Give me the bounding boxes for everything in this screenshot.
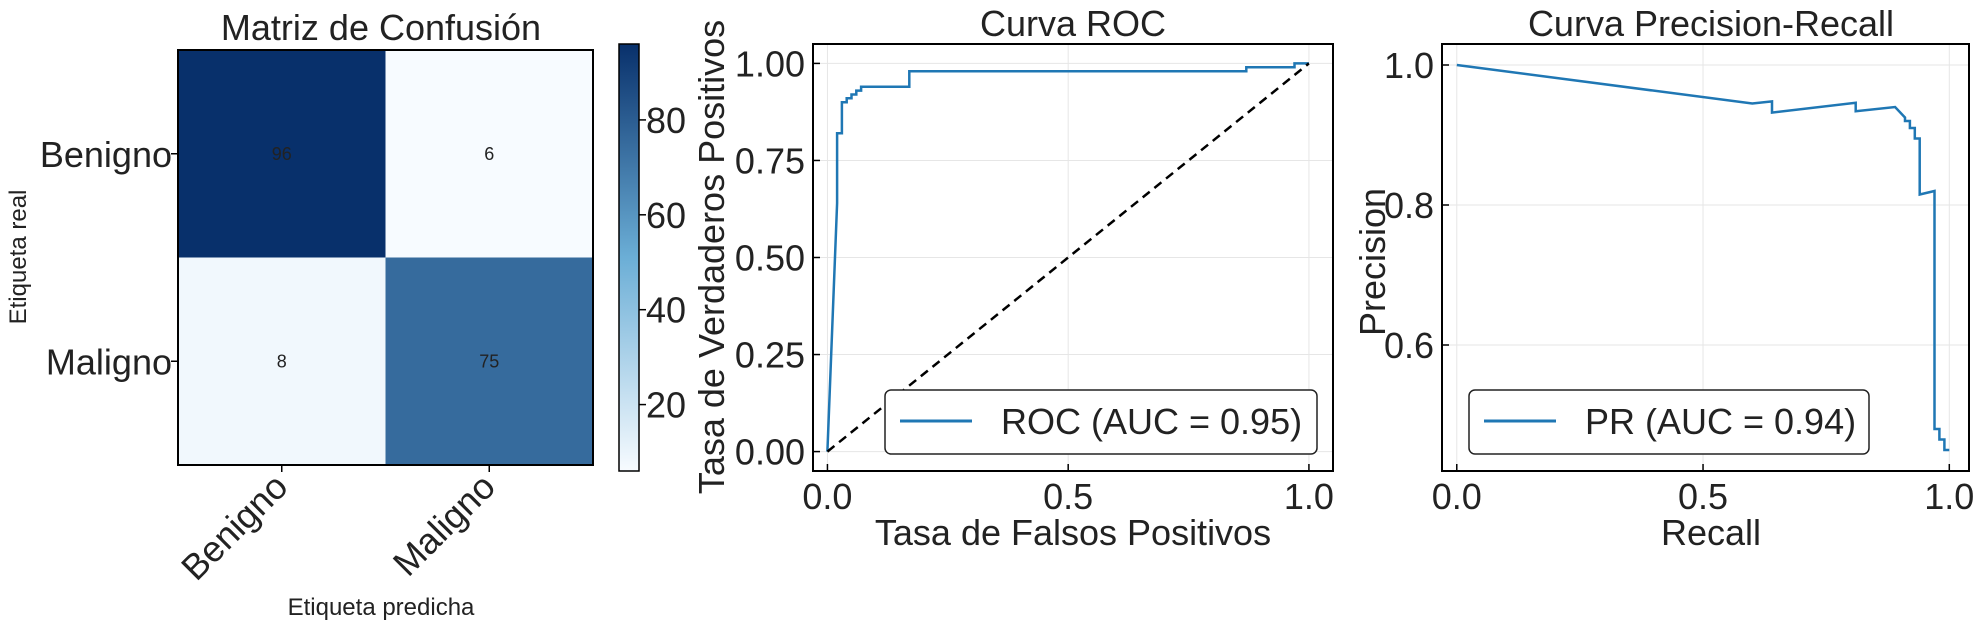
confusion-cell	[178, 257, 386, 465]
roc-ytick-label: 0.00	[735, 432, 805, 473]
roc-title: Curva ROC	[980, 3, 1166, 44]
confusion-xtick-label: Maligno	[385, 466, 503, 584]
roc-panel: Curva ROC 0.0 0.5 1.00.000.250.500.751.00 …	[691, 3, 1334, 553]
confusion-matrix-frame	[177, 49, 594, 466]
pr-legend-box	[1468, 389, 1870, 455]
confusion-cell-value: 8	[277, 351, 287, 371]
roc-series-line	[826, 62, 1309, 452]
roc-xtick-label: 0.0	[802, 476, 852, 517]
pr-xlabel: Recall	[1661, 512, 1761, 553]
pr-legend: PR (AUC = 0.94)	[1468, 389, 1870, 455]
roc-legend-label: ROC (AUC = 0.95)	[1001, 401, 1302, 442]
confusion-ytick-label: Benigno	[40, 134, 172, 175]
roc-xtick-label: 1.0	[1284, 476, 1334, 517]
pr-ytick-label: 1.0	[1384, 45, 1434, 86]
confusion-matrix-title: Matriz de Confusión	[221, 7, 541, 48]
pr-title: Curva Precision-Recall	[1528, 3, 1894, 44]
pr-xtick-label: 1.0	[1924, 476, 1974, 517]
pr-xtick-label: 0.5	[1678, 476, 1728, 517]
roc-legend: ROC (AUC = 0.95)	[884, 389, 1318, 455]
roc-ylabel: Tasa de Verdaderos Positivos	[691, 20, 732, 494]
confusion-matrix-ylabel: Etiqueta real	[5, 190, 32, 325]
pr-xtick-label: 0.0	[1432, 476, 1482, 517]
roc-legend-box	[884, 389, 1318, 455]
roc-ytick-label: 0.50	[735, 238, 805, 279]
confusion-cell	[178, 50, 386, 258]
confusion-xtick-label: Benigno	[173, 466, 295, 588]
roc-diagonal-line	[826, 62, 1310, 453]
pr-legend-label: PR (AUC = 0.94)	[1585, 401, 1856, 442]
roc-xlabel: Tasa de Falsos Positivos	[875, 512, 1271, 553]
confusion-matrix-xlabel: Etiqueta predicha	[288, 594, 475, 621]
pr-series-line	[1456, 63, 1950, 452]
roc-ytick-label: 1.00	[735, 43, 805, 84]
colorbar-tick-label: 60	[646, 195, 686, 236]
pr-frame	[1441, 43, 1970, 472]
confusion-ytick-label: Maligno	[46, 341, 172, 382]
confusion-cell-value: 6	[484, 144, 494, 164]
confusion-cell-value: 96	[272, 144, 292, 164]
roc-ytick-label: 0.25	[735, 335, 805, 376]
pr-ytick-label: 0.8	[1384, 185, 1434, 226]
confusion-matrix-panel: Matriz de Confusión 96 6 8 75 Benigno Malign…	[5, 7, 686, 621]
colorbar-tick-label: 40	[646, 290, 686, 331]
roc-xtick-label: 0.5	[1043, 476, 1093, 517]
confusion-cell	[385, 50, 593, 258]
colorbar-tick-label: 20	[646, 385, 686, 426]
colorbar-tick-label: 80	[646, 100, 686, 141]
colorbar	[618, 43, 640, 472]
pr-ytick-label: 0.6	[1384, 325, 1434, 366]
confusion-cell	[385, 257, 593, 465]
confusion-cell-value: 75	[479, 351, 499, 371]
pr-ylabel: Precision	[1352, 188, 1393, 336]
roc-ytick-label: 0.75	[735, 140, 805, 181]
pr-panel: Curva Precision-Recall 0.0 0.5 1.0 0.6 0.8 1.…	[1352, 3, 1974, 553]
